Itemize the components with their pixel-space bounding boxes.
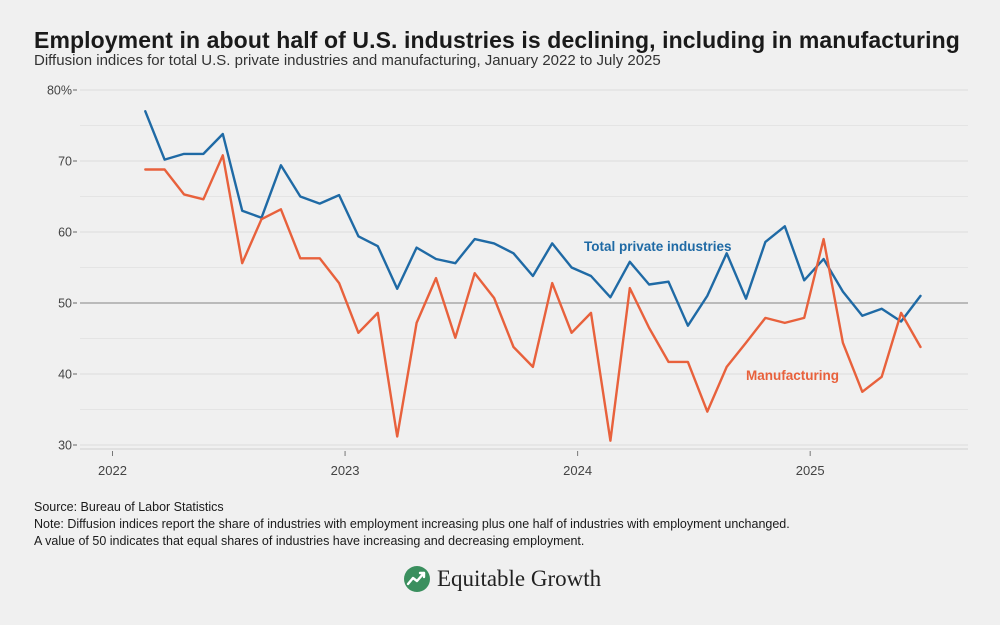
note-line-2: A value of 50 indicates that equal share…	[34, 534, 585, 548]
y-tick-label: 80%	[47, 84, 72, 98]
series-lines	[144, 110, 922, 442]
y-tick-label: 70	[58, 155, 72, 169]
y-tick-label: 60	[58, 226, 72, 240]
series-line-total	[144, 110, 922, 327]
line-chart: 30 40 50 60 70 80% 2022 2023 2024 2025 Total pri…	[47, 84, 968, 478]
annotation-manufacturing: Manufacturing	[746, 368, 839, 383]
footer-notes: Source: Bureau of Labor Statistics Note:…	[34, 499, 790, 550]
chart-title: Employment in about half of U.S. industr…	[34, 27, 960, 53]
brand-logo: Equitable Growth	[403, 565, 601, 593]
gridlines	[80, 89, 968, 446]
brand-name: Equitable Growth	[437, 566, 602, 591]
x-tick-label: 2023	[331, 463, 360, 478]
source-line: Source: Bureau of Labor Statistics	[34, 500, 224, 514]
y-tick-label: 50	[58, 297, 72, 311]
x-tick-label: 2022	[98, 463, 127, 478]
chart-subtitle: Diffusion indices for total U.S. private…	[34, 52, 661, 69]
x-axis: 2022 2023 2024 2025	[80, 448, 968, 478]
y-axis: 30 40 50 60 70 80%	[47, 84, 77, 453]
series-annotations: Total private industries Manufacturing	[584, 239, 839, 383]
growth-arrow-logo-icon	[404, 566, 430, 592]
series-line-manufacturing	[144, 154, 922, 442]
note-line-1: Note: Diffusion indices report the share…	[34, 517, 790, 531]
x-tick-label: 2025	[796, 463, 825, 478]
y-tick-label: 40	[58, 368, 72, 382]
annotation-total: Total private industries	[584, 239, 732, 254]
x-tick-label: 2024	[563, 463, 592, 478]
y-tick-label: 30	[58, 439, 72, 453]
